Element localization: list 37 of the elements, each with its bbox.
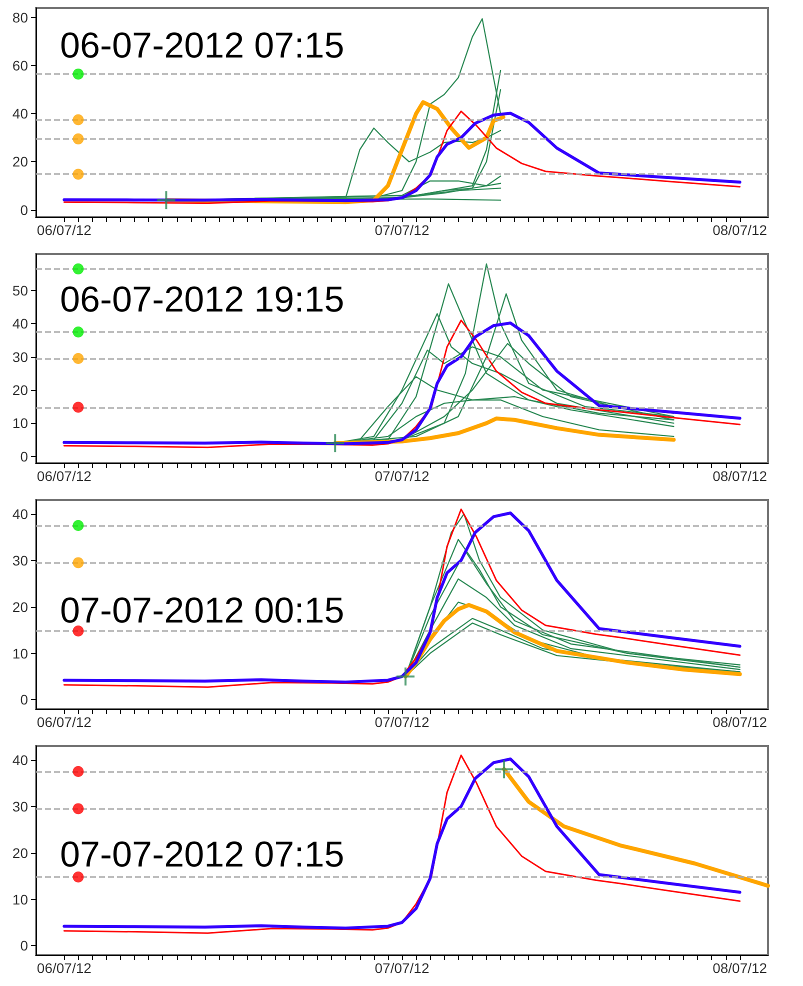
- x-tick-label: 07/07/12: [374, 468, 430, 484]
- y-tick-label: 30: [12, 348, 28, 365]
- y-tick-label: 0: [20, 938, 28, 954]
- x-tick-label: 08/07/12: [712, 468, 768, 484]
- y-tick-label: 0: [20, 692, 28, 708]
- y-tick-label: 20: [12, 844, 28, 861]
- text: 06-07-2012 07:15: [60, 24, 344, 66]
- y-tick-label: 20: [12, 598, 28, 615]
- text: 07-07-2012 00:15: [60, 590, 344, 630]
- y-tick-label: 20: [12, 382, 28, 398]
- y-tick-label: 20: [12, 154, 28, 170]
- x-tick-label: 08/07/12: [712, 222, 768, 238]
- y-tick-label: 10: [12, 891, 28, 908]
- text: 06-07-2012 19:15: [60, 278, 344, 320]
- x-tick-label: 07/07/12: [374, 714, 430, 730]
- x-tick-label: 07/07/12: [374, 222, 430, 238]
- text: 07-07-2012 07:15: [60, 834, 344, 874]
- y-tick-label: 60: [12, 58, 28, 74]
- y-tick-label: 30: [12, 552, 28, 568]
- x-tick-label: 06/07/12: [36, 222, 92, 238]
- y-tick-label: 50: [12, 282, 28, 298]
- y-tick-label: 30: [12, 798, 28, 814]
- x-tick-label: 08/07/12: [712, 714, 768, 730]
- y-tick-label: 10: [12, 645, 28, 662]
- y-tick-label: 0: [20, 202, 28, 218]
- x-tick-label: 07/07/12: [374, 960, 430, 976]
- x-tick-label: 06/07/12: [36, 714, 92, 730]
- y-tick-label: 0: [20, 448, 28, 464]
- y-tick-label: 40: [12, 506, 28, 522]
- x-tick-label: 08/07/12: [712, 960, 768, 976]
- y-tick-label: 40: [12, 752, 28, 768]
- y-tick-label: 40: [12, 106, 28, 122]
- y-tick-label: 40: [12, 316, 28, 332]
- x-tick-label: 06/07/12: [36, 468, 92, 484]
- x-tick-label: 06/07/12: [36, 960, 92, 976]
- y-tick-label: 80: [12, 10, 28, 26]
- y-tick-label: 10: [12, 415, 28, 432]
